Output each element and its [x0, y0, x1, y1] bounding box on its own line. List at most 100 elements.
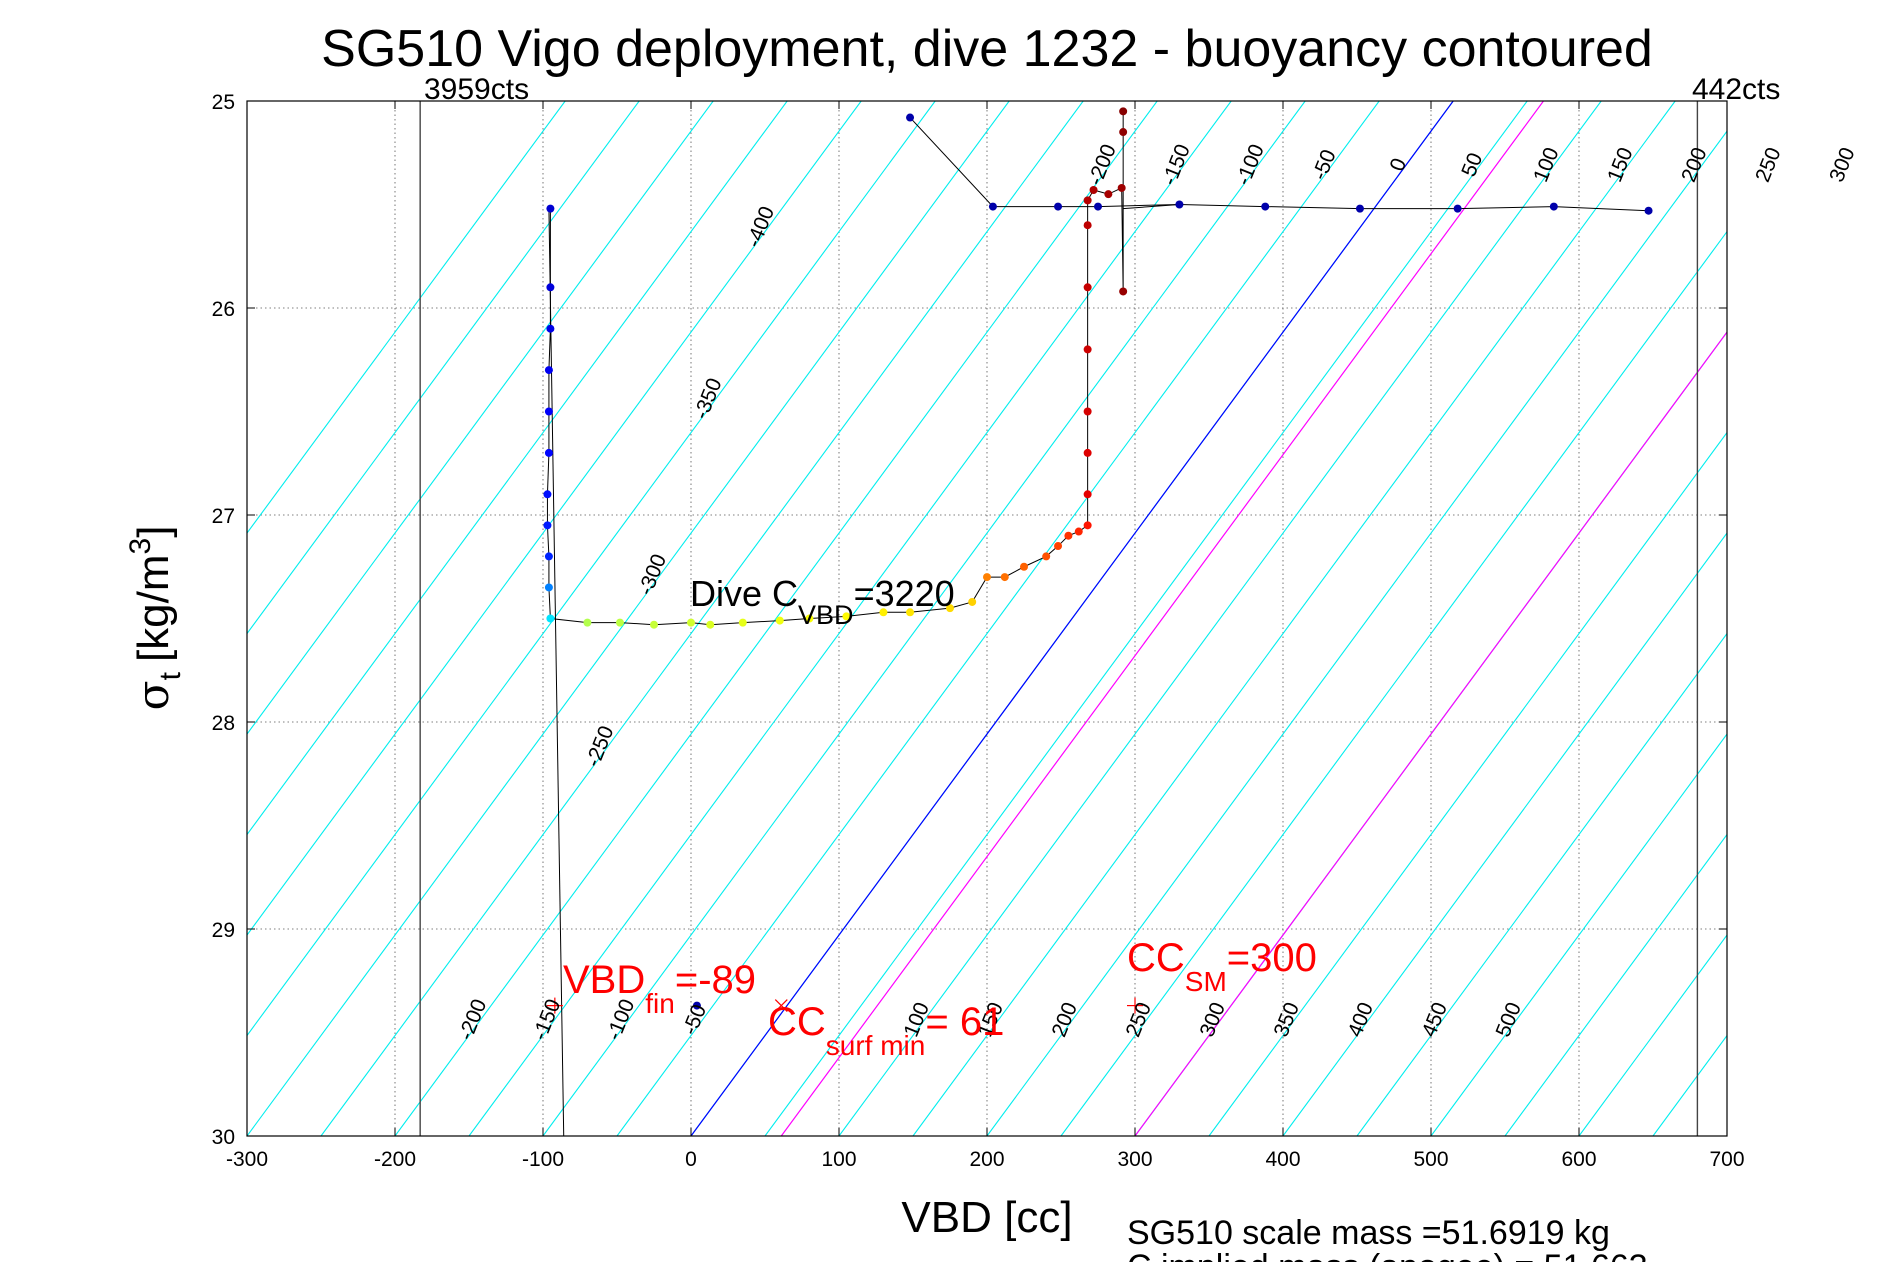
- climb-point: [906, 113, 915, 122]
- dive-point: [1020, 562, 1028, 571]
- contour-layer: [247, 101, 1727, 1136]
- markers-layer: [546, 997, 1143, 1014]
- contour-label: 150: [1603, 144, 1637, 185]
- connector-line: [1123, 204, 1180, 210]
- contour-label: -50: [1308, 146, 1341, 183]
- climb-point: [988, 202, 997, 211]
- contour-label: -150: [528, 996, 565, 1044]
- contour-label: -200: [454, 996, 491, 1044]
- contour-line: [838, 101, 1602, 1136]
- dive-point: [1054, 542, 1063, 551]
- contour-label: -250: [582, 723, 619, 771]
- dive-point: [775, 616, 784, 625]
- vbd-min-pre: VBD: [563, 958, 645, 1002]
- dive-point: [1119, 287, 1128, 296]
- x-tick-label: -200: [374, 1148, 416, 1171]
- grid-layer: [247, 101, 1727, 1136]
- dive-point: [544, 583, 553, 592]
- contour-label: 250: [1122, 999, 1156, 1040]
- vbd-min-sub: fin: [645, 988, 675, 1019]
- y-label-sigma: σ: [128, 680, 179, 710]
- dive-point: [983, 573, 991, 582]
- contour-line: [247, 101, 640, 635]
- x-tick-label: 0: [685, 1148, 697, 1171]
- climb-point: [1094, 202, 1102, 211]
- marker-dot: [692, 1001, 701, 1010]
- y-tick-label: 30: [212, 1126, 235, 1149]
- dive-point: [1083, 448, 1092, 457]
- climb-point: [1453, 204, 1462, 213]
- dive-point: [1074, 527, 1083, 536]
- dive-descent-line: [548, 208, 565, 1136]
- y-axis-label: σt [kg/m3]: [124, 526, 187, 711]
- cc-surf-min-annotation: CCsurf min= 61: [768, 1000, 1004, 1061]
- dive-point: [544, 366, 553, 375]
- dive-point: [546, 283, 555, 292]
- cc-sm-sub: SM: [1185, 966, 1227, 997]
- dive-point: [738, 618, 747, 627]
- svg-text:σt[kg/m3]: σt [kg/m3]: [124, 526, 187, 711]
- dive-point: [968, 597, 977, 606]
- dive-point: [1083, 345, 1092, 354]
- y-label-sup: 3: [124, 538, 157, 555]
- dive-point: [583, 618, 592, 627]
- y-tick-label: 29: [212, 919, 235, 942]
- contour-label: 350: [1270, 999, 1304, 1040]
- contour-labels-layer: -400 -200 -150 -100 -50 0 50 100 150 200 250 300 350…: [454, 141, 1859, 1044]
- climb-trajectory: [909, 117, 1649, 212]
- dive-point: [906, 608, 915, 617]
- x-tick-label: 600: [1561, 1148, 1596, 1171]
- cc-surf-pre: CC: [768, 1000, 826, 1044]
- dive-point: [1119, 107, 1128, 116]
- contour-line: [986, 130, 1727, 1136]
- special-lines-layer: [690, 101, 1727, 1136]
- contour-line: [320, 101, 1084, 1136]
- dive-point: [1119, 128, 1128, 137]
- contour-line: [1134, 331, 1727, 1136]
- x-tick-label: -300: [226, 1148, 268, 1171]
- contour-label: 300: [1825, 144, 1859, 185]
- dive-cvbd-annotation: Dive CVBD=3220: [690, 573, 955, 630]
- y-label-sub: t: [154, 671, 187, 680]
- dive-point: [1083, 407, 1092, 416]
- cc-sm-post: =300: [1227, 936, 1317, 980]
- ticks-layer: -300 -200 -100 0 100 200 300 400 500 600 700252627…: [212, 91, 1745, 1171]
- dive-point: [543, 490, 552, 499]
- contour-line: [1356, 632, 1727, 1136]
- dive-point: [1083, 221, 1092, 230]
- dive-point: [879, 608, 888, 617]
- special-line: [1134, 331, 1727, 1136]
- contour-line: [468, 101, 1232, 1136]
- dive-point: [1000, 573, 1009, 582]
- dive-point: [615, 618, 624, 627]
- climb-point: [1054, 202, 1063, 211]
- dive-cvbd-sub: VBD: [798, 600, 854, 630]
- dive-point: [842, 612, 851, 621]
- contour-label: -350: [690, 375, 727, 423]
- dive-point: [546, 204, 555, 213]
- dive-point: [650, 620, 658, 629]
- points-layer: [543, 107, 1653, 629]
- dive-point: [1064, 531, 1073, 540]
- dive-point: [546, 324, 555, 333]
- y-tick-label: 26: [212, 298, 235, 321]
- dive-point: [544, 552, 553, 561]
- dive-cvbd-post: =3220: [854, 573, 955, 614]
- cc-sm-annotation: CCSM=300: [1127, 936, 1317, 997]
- contour-label: 0: [1386, 155, 1412, 174]
- contour-line: [247, 101, 862, 936]
- cc-surf-sub: surf min: [826, 1030, 926, 1061]
- dive-point: [544, 448, 553, 457]
- contour-label: -100: [602, 996, 639, 1044]
- contour-line: [247, 101, 566, 535]
- special-line: [690, 101, 1454, 1136]
- contour-label: 300: [1196, 999, 1230, 1040]
- dive-point: [687, 618, 695, 627]
- y-label-close: ]: [129, 526, 178, 538]
- contour-line: [1282, 532, 1727, 1136]
- contour-line: [912, 101, 1676, 1136]
- contour-label: 200: [1677, 144, 1711, 185]
- dive-trajectory: [546, 111, 1124, 626]
- contour-label: 450: [1418, 999, 1452, 1040]
- dive-point: [1083, 521, 1092, 530]
